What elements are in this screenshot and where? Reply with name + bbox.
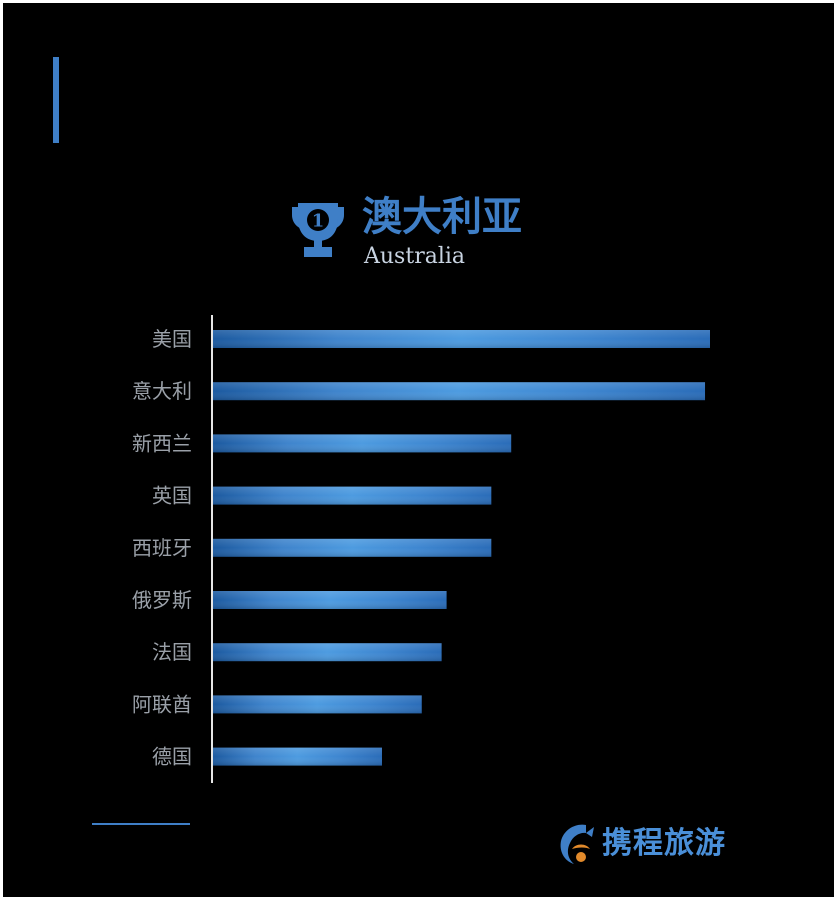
category-label: 阿联酋 xyxy=(132,692,192,716)
category-label: 美国 xyxy=(152,327,192,351)
chart-subtitle: Australia xyxy=(364,244,466,269)
chart-panel: 1 澳大利亚 Australia 美国意大利新西兰英国西班牙俄罗斯法国阿联酋德国 xyxy=(3,3,834,897)
rank-badge: 1 xyxy=(312,211,325,232)
category-label: 新西兰 xyxy=(132,431,192,455)
trophy-icon: 1 xyxy=(292,203,344,257)
bar-shade-1 xyxy=(213,382,706,401)
bar-shade-3 xyxy=(213,486,492,505)
category-label: 意大利 xyxy=(132,379,192,403)
bar-shade-2 xyxy=(213,434,512,453)
category-label: 西班牙 xyxy=(132,536,192,560)
bar-shade-0 xyxy=(213,330,710,348)
accent-bar xyxy=(53,57,59,143)
bars-group xyxy=(213,330,710,766)
category-label: 英国 xyxy=(152,484,192,508)
chart-heading: 1 澳大利亚 Australia xyxy=(286,193,586,283)
bar-shade-5 xyxy=(213,591,447,609)
category-label: 法国 xyxy=(152,640,192,664)
chart-title: 澳大利亚 xyxy=(362,194,522,240)
bar-shade-6 xyxy=(213,643,442,662)
bar-shade-7 xyxy=(213,695,422,714)
bar-shade-8 xyxy=(213,747,382,766)
bar-shade-4 xyxy=(213,538,492,557)
brand-logo: 携程旅游 xyxy=(556,821,766,869)
brand-name: 携程旅游 xyxy=(602,826,726,861)
category-label: 德国 xyxy=(152,745,192,769)
ctrip-dolphin-logo-icon xyxy=(560,824,594,864)
footer-divider xyxy=(92,823,190,825)
category-label: 俄罗斯 xyxy=(132,588,192,612)
